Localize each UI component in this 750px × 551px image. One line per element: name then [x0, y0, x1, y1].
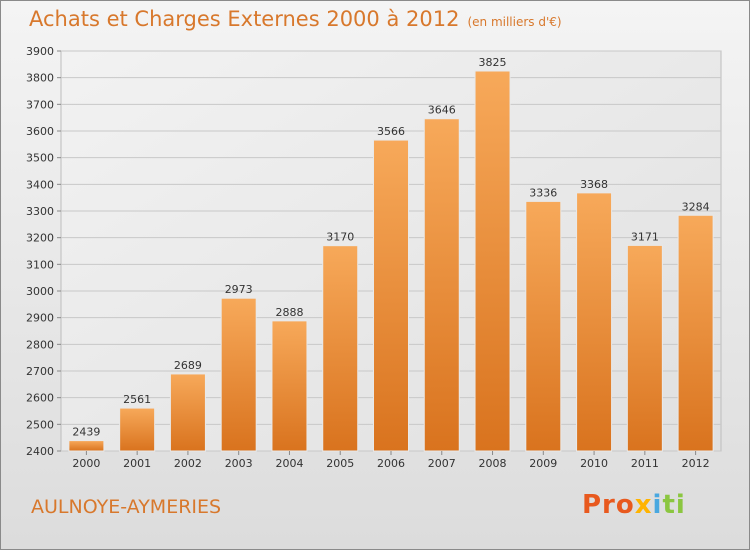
y-tick-label: 3700 — [26, 98, 54, 111]
bar-2009 — [525, 200, 562, 452]
value-label-2012: 3284 — [682, 200, 710, 213]
y-tick-label: 2700 — [26, 365, 54, 378]
x-tick-label-2005: 2005 — [326, 457, 354, 470]
bar-2000 — [68, 440, 105, 452]
logo-part-1: Pro — [582, 490, 635, 520]
x-tick-label-2006: 2006 — [377, 457, 405, 470]
y-tick-label: 3100 — [26, 258, 54, 271]
x-tick-label-2004: 2004 — [275, 457, 303, 470]
y-tick-label: 2600 — [26, 392, 54, 405]
value-label-2005: 3170 — [326, 231, 354, 244]
x-tick-label-2012: 2012 — [682, 457, 710, 470]
y-tick-label: 3000 — [26, 285, 54, 298]
x-tick-label-2003: 2003 — [225, 457, 253, 470]
x-tick-label-2009: 2009 — [529, 457, 557, 470]
y-tick-label: 2800 — [26, 338, 54, 351]
value-label-2006: 3566 — [377, 125, 405, 138]
value-label-2008: 3825 — [479, 56, 507, 69]
bar-2006 — [373, 139, 409, 452]
y-tick-label: 2500 — [26, 418, 54, 431]
value-label-2001: 2561 — [123, 393, 151, 406]
x-tick-label-2000: 2000 — [72, 457, 100, 470]
chart-subtitle: (en milliers d'€) — [467, 15, 562, 29]
y-tick-label: 3800 — [26, 72, 54, 85]
y-tick-label: 3200 — [26, 232, 54, 245]
bar-2004 — [271, 320, 308, 452]
bar-2008 — [474, 70, 511, 452]
y-tick-label: 3400 — [26, 178, 54, 191]
bar-2011 — [626, 244, 663, 452]
x-tick-label-2008: 2008 — [479, 457, 507, 470]
x-tick-label-2010: 2010 — [580, 457, 608, 470]
y-tick-label: 2900 — [26, 312, 54, 325]
y-tick-label: 3600 — [26, 125, 54, 138]
bar-2002 — [169, 373, 206, 452]
value-label-2002: 2689 — [174, 359, 202, 372]
logo-part-4: ti — [662, 490, 686, 520]
bar-2005 — [322, 245, 359, 452]
bar-2012 — [677, 214, 714, 452]
x-tick-label-2007: 2007 — [428, 457, 456, 470]
chart-title-text: Achats et Charges Externes 2000 à 2012 — [29, 7, 460, 31]
value-label-2000: 2439 — [72, 426, 100, 439]
logo-part-2: x — [634, 490, 653, 520]
value-label-2007: 3646 — [428, 104, 456, 117]
value-label-2010: 3368 — [580, 178, 608, 191]
bar-2010 — [576, 192, 613, 452]
x-tick-label-2011: 2011 — [631, 457, 659, 470]
value-label-2009: 3336 — [529, 186, 557, 199]
value-label-2003: 2973 — [225, 283, 253, 296]
x-tick-label-2001: 2001 — [123, 457, 151, 470]
value-label-2004: 2888 — [275, 306, 303, 319]
bar-2003 — [220, 297, 257, 452]
y-tick-label: 3900 — [26, 45, 54, 58]
y-tick-label: 3300 — [26, 205, 54, 218]
chart-title: Achats et Charges Externes 2000 à 2012 (e… — [29, 7, 562, 31]
y-tick-label: 2400 — [26, 445, 54, 458]
bar-2001 — [119, 407, 156, 452]
logo-part-3: i — [652, 490, 663, 520]
x-tick-label-2002: 2002 — [174, 457, 202, 470]
place-name: AULNOYE-AYMERIES — [31, 496, 222, 518]
value-label-2011: 3171 — [631, 230, 659, 243]
proxiti-logo: Proxiti — [582, 490, 686, 520]
y-tick-label: 3500 — [26, 152, 54, 165]
bar-2007 — [423, 118, 460, 452]
